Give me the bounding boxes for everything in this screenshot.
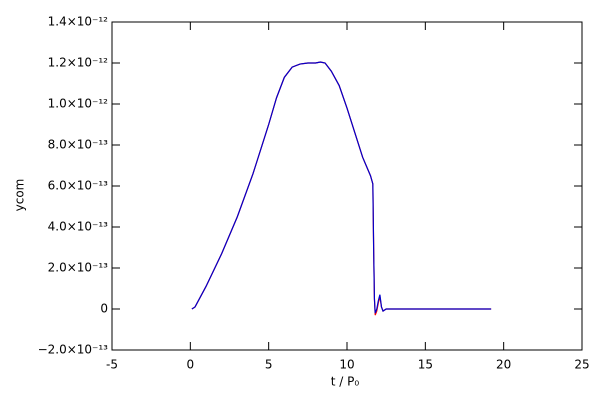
- x-tick-label: 5: [265, 358, 273, 372]
- y-tick-label: 1.4×10⁻¹²: [48, 15, 109, 29]
- y-axis-label: ycom: [13, 179, 27, 212]
- x-tick-label: 0: [187, 358, 195, 372]
- x-tick-label: 15: [418, 358, 433, 372]
- plot-frame: [111, 21, 583, 351]
- y-tick-label: 2.0×10⁻¹³: [48, 261, 109, 275]
- y-tick-label: −2.0×10⁻¹³: [38, 343, 109, 357]
- y-tick-label: 4.0×10⁻¹³: [48, 220, 109, 234]
- x-axis-label: t / P₀: [331, 375, 360, 389]
- x-tick-label: 25: [574, 358, 589, 372]
- y-tick-label: 1.2×10⁻¹²: [48, 56, 109, 70]
- data-line: [191, 61, 492, 316]
- data-line: [191, 61, 492, 314]
- x-tick-label: -5: [106, 358, 118, 372]
- y-tick-label: 1.0×10⁻¹²: [48, 97, 109, 111]
- y-tick-label: 0: [100, 302, 108, 316]
- y-tick-label: 6.0×10⁻¹³: [48, 179, 109, 193]
- x-tick-label: 20: [496, 358, 511, 372]
- y-tick-label: 8.0×10⁻¹³: [48, 138, 109, 152]
- x-tick-label: 10: [339, 358, 354, 372]
